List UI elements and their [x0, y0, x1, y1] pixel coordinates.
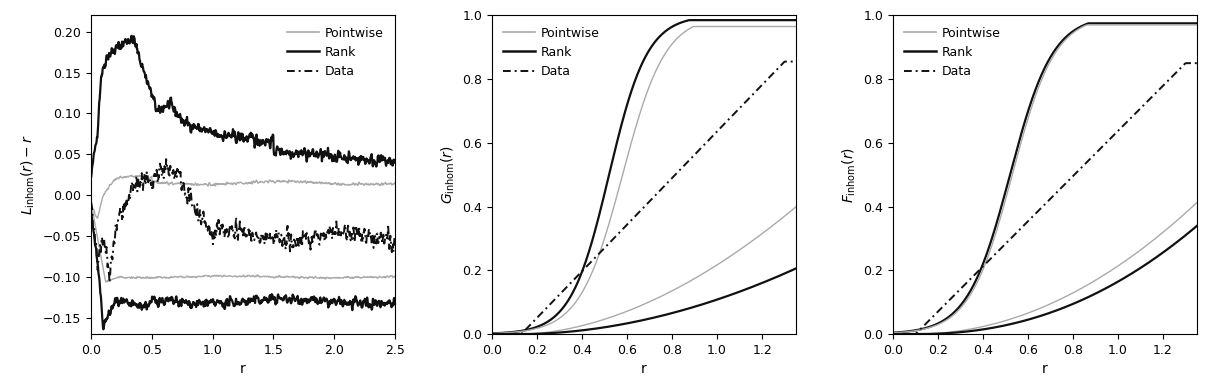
Y-axis label: $G_{\mathrm{inhom}}(r)$: $G_{\mathrm{inhom}}(r)$ — [440, 145, 457, 204]
Legend: Pointwise, Rank, Data: Pointwise, Rank, Data — [498, 22, 605, 83]
X-axis label: r: r — [241, 362, 245, 376]
X-axis label: r: r — [1042, 362, 1047, 376]
Y-axis label: $L_{\mathrm{inhom}}(r) - r$: $L_{\mathrm{inhom}}(r) - r$ — [19, 134, 38, 215]
X-axis label: r: r — [642, 362, 646, 376]
Y-axis label: $F_{\mathrm{inhom}}(r)$: $F_{\mathrm{inhom}}(r)$ — [841, 147, 858, 203]
Legend: Pointwise, Rank, Data: Pointwise, Rank, Data — [282, 22, 389, 83]
Legend: Pointwise, Rank, Data: Pointwise, Rank, Data — [899, 22, 1006, 83]
